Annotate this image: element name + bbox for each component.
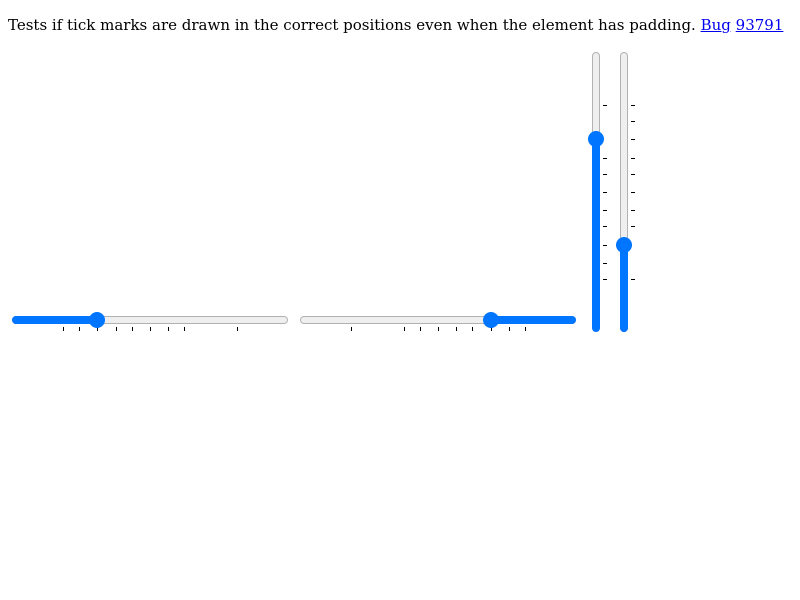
tick-mark <box>603 158 607 159</box>
tick-mark <box>603 245 607 246</box>
tick-mark <box>631 279 635 280</box>
tick-mark <box>525 327 526 331</box>
tick-mark <box>237 327 238 331</box>
range-slider-vertical-1[interactable] <box>588 52 610 332</box>
tick-mark <box>491 327 492 331</box>
slider-fill <box>490 316 576 324</box>
tick-mark <box>63 327 64 331</box>
tick-mark <box>603 279 607 280</box>
slider-thumb[interactable] <box>89 312 106 328</box>
slider-thumb[interactable] <box>616 236 632 253</box>
tick-mark <box>631 105 635 106</box>
tick-mark <box>132 327 133 331</box>
tick-mark <box>631 139 635 140</box>
tick-mark <box>79 327 80 331</box>
tick-mark <box>184 327 185 331</box>
tick-mark <box>509 327 510 331</box>
tick-mark <box>116 327 117 331</box>
slider-fill <box>620 244 628 332</box>
slider-fill <box>12 316 98 324</box>
description-text: Tests if tick marks are drawn in the cor… <box>8 16 696 34</box>
tick-mark <box>603 174 607 175</box>
tick-mark <box>631 121 635 122</box>
tick-mark <box>631 192 635 193</box>
tick-mark <box>603 192 607 193</box>
tick-mark <box>603 105 607 106</box>
tick-mark <box>420 327 421 331</box>
tick-mark <box>97 327 98 331</box>
tick-mark <box>404 327 405 331</box>
tick-mark <box>168 327 169 331</box>
tick-mark <box>351 327 352 331</box>
tick-mark <box>603 210 607 211</box>
slider-thumb[interactable] <box>588 131 604 148</box>
test-description: Tests if tick marks are drawn in the cor… <box>8 16 783 34</box>
tick-mark <box>603 263 607 264</box>
bug-link[interactable]: Bug <box>700 16 731 34</box>
tick-mark <box>456 327 457 331</box>
tick-mark <box>631 226 635 227</box>
tick-mark <box>631 174 635 175</box>
tick-mark <box>631 210 635 211</box>
range-slider-rtl[interactable] <box>298 309 578 333</box>
tick-mark <box>472 327 473 331</box>
range-slider-vertical-2[interactable] <box>616 52 638 332</box>
tick-mark <box>438 327 439 331</box>
tick-mark <box>150 327 151 331</box>
bug-id-link[interactable]: 93791 <box>735 16 784 34</box>
range-slider-ltr[interactable] <box>10 309 290 333</box>
slider-thumb[interactable] <box>482 312 499 328</box>
tick-mark <box>631 158 635 159</box>
slider-fill <box>592 139 600 332</box>
tick-mark <box>603 226 607 227</box>
